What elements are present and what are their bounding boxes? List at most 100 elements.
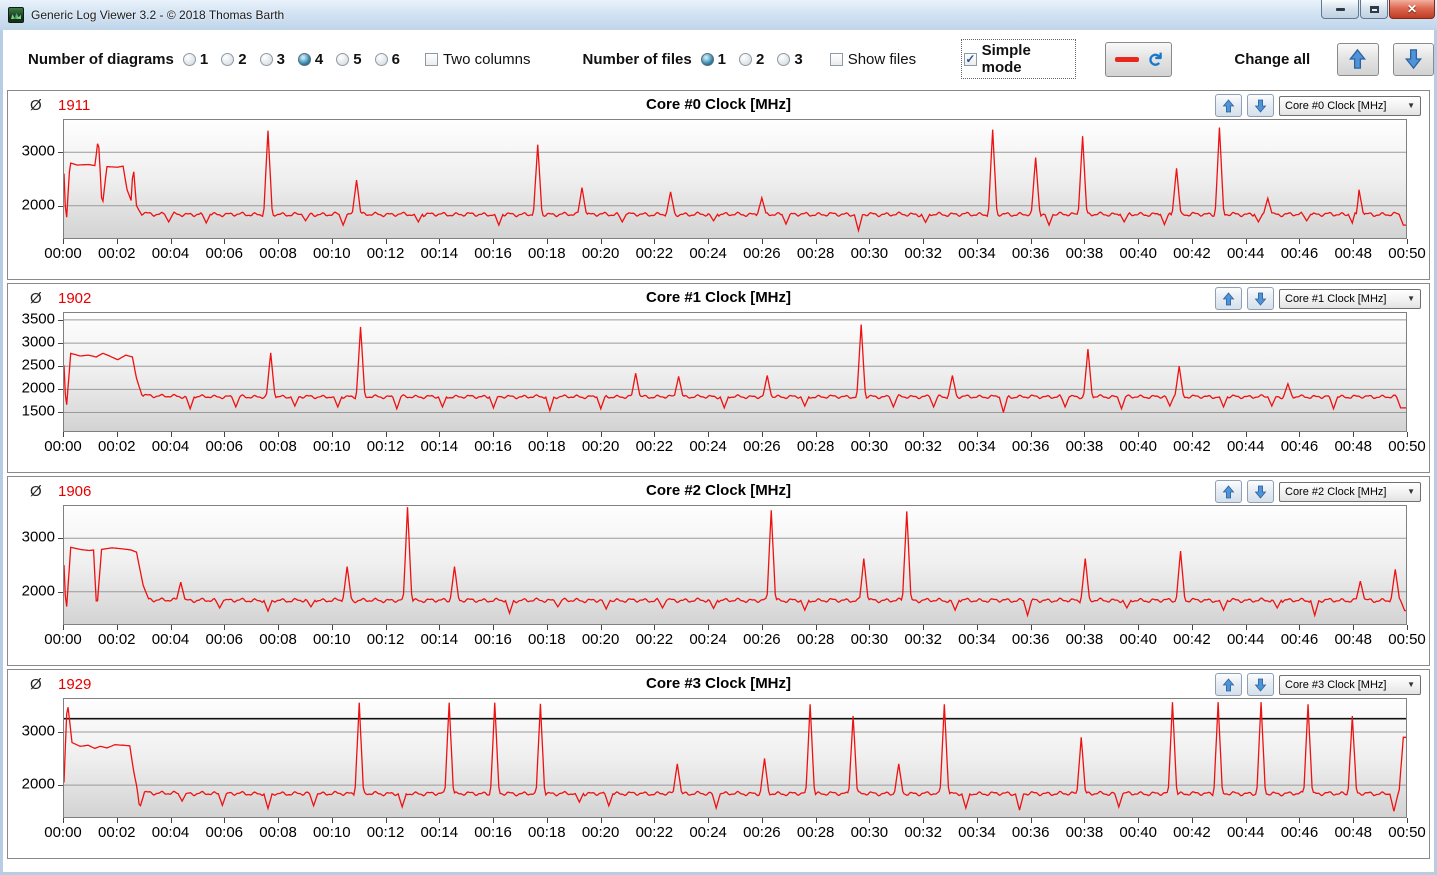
x-axis-label: 00:18 [528,824,566,841]
minimize-icon [1335,7,1345,11]
x-tick-mark [869,818,871,823]
radio-diagrams-6[interactable]: 6 [374,51,400,68]
close-button[interactable]: ✕ [1389,0,1435,19]
x-axis-label: 00:34 [958,245,996,262]
move-chart-up-button[interactable] [1215,673,1242,696]
radio-diagrams-1[interactable]: 1 [182,51,208,68]
y-axis-label: 3000 [21,142,55,160]
x-tick-mark [1138,818,1140,823]
minimize-button[interactable] [1321,0,1359,19]
x-tick-mark [278,239,280,244]
simple-mode-checkbox[interactable]: ✓ Simple mode [961,39,1077,79]
y-tick-mark [58,366,63,368]
signal-select-dropdown[interactable]: Core #2 Clock [MHz] ▼ [1279,481,1421,502]
radio-icon[interactable] [777,52,791,66]
x-tick-mark [1353,239,1355,244]
radio-icon[interactable] [336,52,350,66]
signal-select-dropdown[interactable]: Core #3 Clock [MHz] ▼ [1279,674,1421,695]
x-axis-label: 00:20 [581,824,620,841]
x-tick-mark [761,818,763,823]
number-of-diagrams-label: Number of diagrams [28,50,174,68]
show-files-checkbox[interactable]: Show files [829,51,916,68]
chevron-down-icon: ▼ [1407,680,1415,689]
radio-icon[interactable] [297,52,311,66]
x-tick-mark [1191,625,1193,630]
two-columns-checkbox-box[interactable] [424,52,438,66]
radio-icon[interactable] [739,52,753,66]
x-axis: 00:00 00:02 00:04 00:06 00:08 00:10 00:12 00:14… [44,238,1426,266]
x-axis-label: 00:42 [1173,824,1211,841]
x-tick-mark [63,239,64,244]
x-tick-mark [116,432,118,437]
x-axis-label: 00:48 [1334,245,1373,262]
radio-diagrams-3[interactable]: 3 [259,51,285,68]
radio-diagrams-2[interactable]: 2 [221,51,247,68]
x-tick-mark [439,818,441,823]
down-arrow-icon [1254,678,1267,692]
radio-icon[interactable] [374,52,388,66]
show-files-checkbox-box[interactable] [829,52,843,66]
x-axis-label: 00:24 [689,824,727,841]
x-axis-label: 00:02 [97,245,136,262]
x-axis-label: 00:04 [151,824,190,841]
x-tick-mark [1191,432,1193,437]
x-axis-label: 00:32 [904,631,942,648]
x-axis-label: 00:08 [259,245,297,262]
x-tick-mark [1245,239,1247,244]
x-tick-mark [654,818,656,823]
radio-icon[interactable] [700,52,714,66]
y-tick-mark [58,785,63,787]
chart-panel: Ø 1902 Core #1 Clock [MHz] Core #1 Clock… [7,283,1430,473]
maximize-button[interactable] [1360,0,1388,19]
chart-header-controls: Core #2 Clock [MHz] ▼ [1215,480,1421,503]
chart-plot-area [58,312,1407,432]
move-chart-down-button[interactable] [1247,480,1274,503]
x-axis-label: 00:22 [635,631,674,648]
radio-diagrams-4[interactable]: 4 [297,51,323,68]
title-bar[interactable]: Generic Log Viewer 3.2 - © 2018 Thomas B… [0,0,1437,30]
radio-files-3[interactable]: 3 [777,51,803,68]
x-tick-mark [976,239,978,244]
x-tick-mark [493,625,495,630]
x-axis-label: 00:28 [796,438,835,455]
x-axis-label: 00:22 [635,245,674,262]
signal-select-dropdown[interactable]: Core #0 Clock [MHz] ▼ [1279,95,1421,116]
signal-select-value: Core #3 Clock [MHz] [1285,678,1387,691]
two-columns-checkbox[interactable]: Two columns [424,51,530,68]
simple-mode-checkbox-box[interactable]: ✓ [964,52,977,66]
x-axis-label: 00:38 [1065,245,1104,262]
x-axis-label: 00:26 [743,245,781,262]
signal-select-dropdown[interactable]: Core #1 Clock [MHz] ▼ [1279,288,1421,309]
y-axis-label: 2500 [21,356,55,374]
app-icon [8,7,24,23]
radio-icon[interactable] [182,52,196,66]
radio-files-2[interactable]: 2 [739,51,764,68]
chart-title: Core #2 Clock [MHz] [645,482,792,499]
radio-diagrams-5[interactable]: 5 [336,51,362,68]
change-all-down-button[interactable] [1392,42,1435,76]
x-axis-label: 00:16 [474,631,512,648]
y-axis-label: 3000 [21,528,55,546]
radio-icon[interactable] [221,52,235,66]
x-tick-mark [1299,239,1301,244]
move-chart-down-button[interactable] [1247,287,1274,310]
x-tick-mark [331,625,333,630]
move-chart-up-button[interactable] [1215,480,1242,503]
move-chart-down-button[interactable] [1247,673,1274,696]
x-tick-mark [761,432,763,437]
move-chart-up-button[interactable] [1215,94,1242,117]
x-tick-mark [63,818,64,823]
change-all-up-button[interactable] [1337,42,1379,76]
x-tick-mark [385,818,387,823]
move-chart-down-button[interactable] [1247,94,1274,117]
x-tick-mark [869,432,871,437]
x-tick-mark [923,818,925,823]
move-chart-up-button[interactable] [1215,287,1242,310]
reset-zoom-button[interactable]: ↻ [1105,41,1173,77]
x-axis: 00:00 00:02 00:04 00:06 00:08 00:10 00:12 00:14… [44,817,1426,845]
x-axis-label: 00:28 [796,245,835,262]
x-axis-label: 00:26 [743,438,781,455]
radio-icon[interactable] [259,52,273,66]
radio-files-1[interactable]: 1 [700,51,726,68]
